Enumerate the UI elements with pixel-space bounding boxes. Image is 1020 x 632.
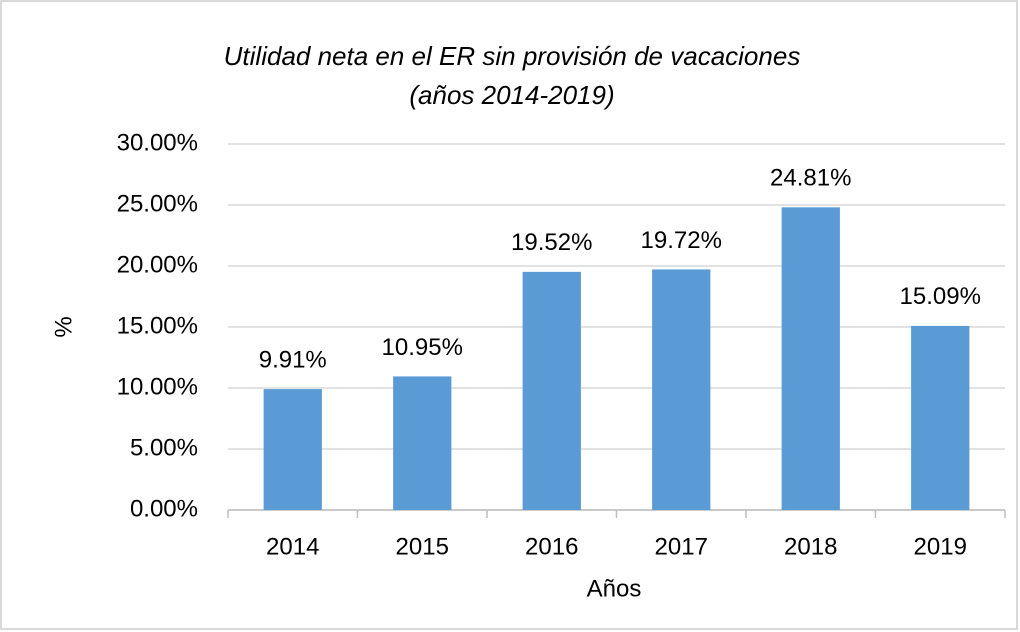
bar xyxy=(652,269,711,510)
y-tick-label: 10.00% xyxy=(117,373,198,400)
bar xyxy=(393,376,452,510)
x-tick-label: 2014 xyxy=(266,533,319,560)
bar xyxy=(781,207,840,510)
y-tick-label: 5.00% xyxy=(130,434,198,461)
chart-title: Utilidad neta en el ER sin provisión de … xyxy=(224,41,801,71)
x-tick-label: 2016 xyxy=(525,533,578,560)
data-label: 19.72% xyxy=(641,227,722,254)
y-tick-label: 0.00% xyxy=(130,495,198,522)
data-label: 24.81% xyxy=(770,165,851,192)
x-tick-label: 2019 xyxy=(914,533,967,560)
x-tick-label: 2015 xyxy=(396,533,449,560)
x-tick-label: 2017 xyxy=(655,533,708,560)
data-label: 9.91% xyxy=(259,346,327,373)
bar xyxy=(263,389,322,510)
y-tick-label: 30.00% xyxy=(117,129,198,156)
y-axis-label: % xyxy=(50,316,77,337)
y-tick-label: 15.00% xyxy=(117,312,198,339)
data-label: 15.09% xyxy=(900,283,981,310)
data-label: 10.95% xyxy=(382,334,463,361)
bar xyxy=(522,271,581,510)
bar xyxy=(911,325,970,510)
y-tick-label: 25.00% xyxy=(117,190,198,217)
x-tick-label: 2018 xyxy=(784,533,837,560)
data-label: 19.52% xyxy=(511,229,592,256)
y-tick-label: 20.00% xyxy=(117,251,198,278)
x-axis-label: Años xyxy=(587,575,642,602)
chart-subtitle: (años 2014-2019) xyxy=(409,80,614,110)
